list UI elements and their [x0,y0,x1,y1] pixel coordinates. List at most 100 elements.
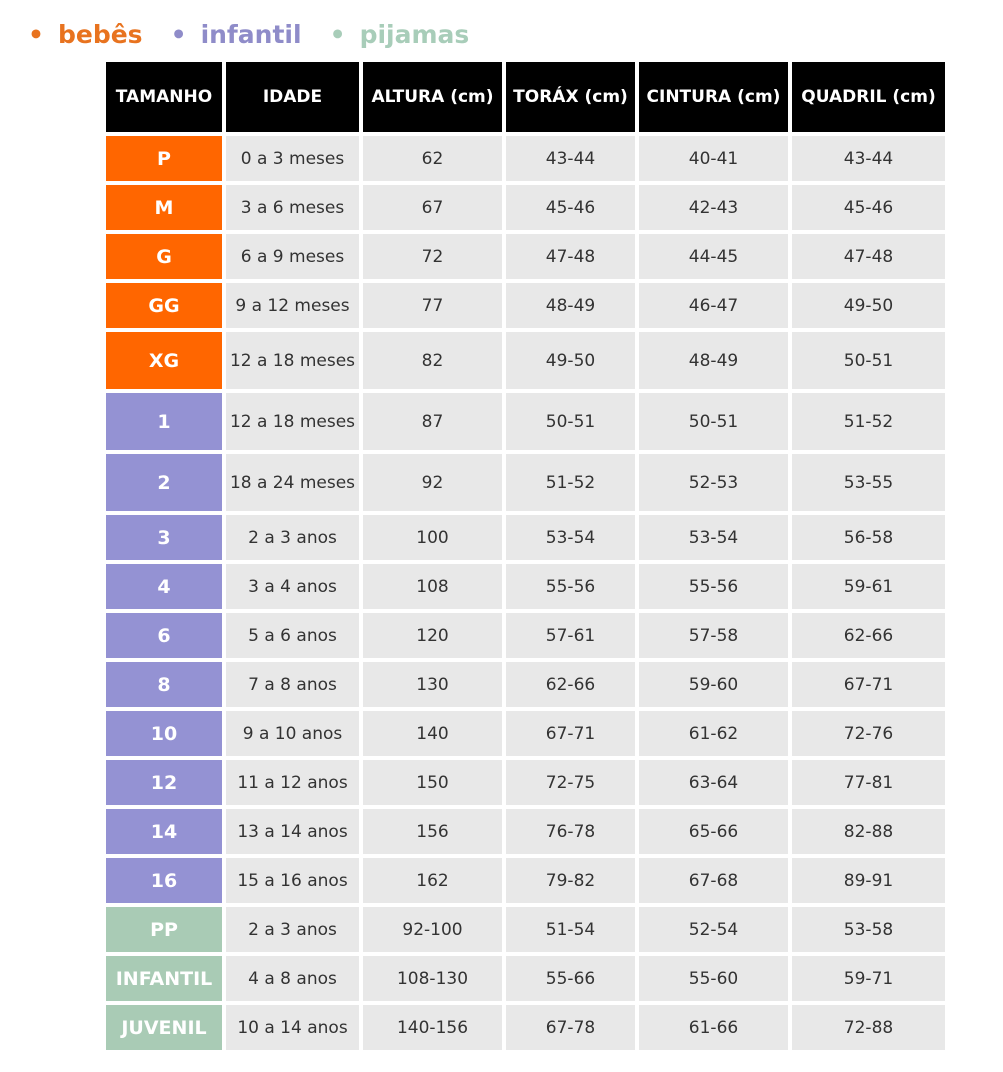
table-cell: 51-54 [506,907,635,952]
table-cell: 55-56 [639,564,788,609]
table-cell: 108 [363,564,502,609]
size-cell: 4 [106,564,222,609]
table-cell: 10 a 14 anos [226,1005,359,1050]
table-cell: 120 [363,613,502,658]
table-cell: 77 [363,283,502,328]
table-row: 10 9 a 10 anos 140 67-71 61-62 72-76 [106,711,945,756]
size-cell: 16 [106,858,222,903]
table-row: XG 12 a 18 meses 82 49-50 48-49 50-51 [106,332,945,389]
size-cell: PP [106,907,222,952]
table-cell: 53-54 [639,515,788,560]
size-cell: 3 [106,515,222,560]
table-cell: 62-66 [506,662,635,707]
table-cell: 57-58 [639,613,788,658]
table-row: 12 11 a 12 anos 150 72-75 63-64 77-81 [106,760,945,805]
table-cell: 13 a 14 anos [226,809,359,854]
table-row: 16 15 a 16 anos 162 79-82 67-68 89-91 [106,858,945,903]
legend: bebês infantil pijamas [28,20,469,56]
table-cell: 53-54 [506,515,635,560]
size-table: TAMANHO IDADE ALTURA (cm) TORÁX (cm) CINTURA… [102,58,949,1054]
table-cell: 92 [363,454,502,511]
table-cell: 76-78 [506,809,635,854]
header-cell: IDADE [226,62,359,132]
table-cell: 62 [363,136,502,181]
legend-item: infantil [171,20,302,56]
table-cell: 47-48 [792,234,945,279]
table-cell: 3 a 6 meses [226,185,359,230]
table-row: PP 2 a 3 anos 92-100 51-54 52-54 53-58 [106,907,945,952]
table-cell: 51-52 [506,454,635,511]
table-cell: 72-76 [792,711,945,756]
table-cell: 52-53 [639,454,788,511]
table-cell: 48-49 [506,283,635,328]
table-cell: 57-61 [506,613,635,658]
table-cell: 40-41 [639,136,788,181]
table-cell: 82 [363,332,502,389]
table-cell: 140-156 [363,1005,502,1050]
header-row: TAMANHO IDADE ALTURA (cm) TORÁX (cm) CINTURA… [106,62,945,132]
table-cell: 59-71 [792,956,945,1001]
table-cell: 47-48 [506,234,635,279]
table-cell: 67 [363,185,502,230]
table-row: 14 13 a 14 anos 156 76-78 65-66 82-88 [106,809,945,854]
size-cell: G [106,234,222,279]
table-cell: 61-66 [639,1005,788,1050]
table-cell: 51-52 [792,393,945,450]
table-cell: 3 a 4 anos [226,564,359,609]
table-cell: 87 [363,393,502,450]
header-cell: CINTURA (cm) [639,62,788,132]
table-cell: 67-71 [506,711,635,756]
table-cell: 18 a 24 meses [226,454,359,511]
size-cell: GG [106,283,222,328]
legend-item: pijamas [330,20,470,56]
size-cell: 12 [106,760,222,805]
table-cell: 6 a 9 meses [226,234,359,279]
table-cell: 9 a 10 anos [226,711,359,756]
table-cell: 82-88 [792,809,945,854]
size-cell: 2 [106,454,222,511]
table-cell: 50-51 [506,393,635,450]
table-cell: 12 a 18 meses [226,332,359,389]
header-cell: TORÁX (cm) [506,62,635,132]
table-cell: 67-68 [639,858,788,903]
table-cell: 59-60 [639,662,788,707]
table-cell: 43-44 [506,136,635,181]
table-cell: 55-66 [506,956,635,1001]
size-cell: INFANTIL [106,956,222,1001]
table-cell: 52-54 [639,907,788,952]
table-cell: 72-88 [792,1005,945,1050]
table-cell: 62-66 [792,613,945,658]
table-cell: 50-51 [792,332,945,389]
table-cell: 72 [363,234,502,279]
table-cell: 55-56 [506,564,635,609]
size-cell: P [106,136,222,181]
table-cell: 43-44 [792,136,945,181]
table-cell: 53-58 [792,907,945,952]
header-cell: TAMANHO [106,62,222,132]
table-cell: 53-55 [792,454,945,511]
table-cell: 67-71 [792,662,945,707]
size-cell: 6 [106,613,222,658]
table-cell: 12 a 18 meses [226,393,359,450]
table-cell: 2 a 3 anos [226,907,359,952]
table-cell: 42-43 [639,185,788,230]
table-cell: 77-81 [792,760,945,805]
table-row: 1 12 a 18 meses 87 50-51 50-51 51-52 [106,393,945,450]
header-cell: ALTURA (cm) [363,62,502,132]
legend-item: bebês [28,20,143,56]
table-cell: 9 a 12 meses [226,283,359,328]
size-cell: 14 [106,809,222,854]
table-cell: 56-58 [792,515,945,560]
table-cell: 79-82 [506,858,635,903]
table-cell: 49-50 [792,283,945,328]
table-row: JUVENIL 10 a 14 anos 140-156 67-78 61-66 72-8… [106,1005,945,1050]
table-cell: 72-75 [506,760,635,805]
table-cell: 55-60 [639,956,788,1001]
table-cell: 130 [363,662,502,707]
table-cell: 48-49 [639,332,788,389]
table-cell: 45-46 [506,185,635,230]
